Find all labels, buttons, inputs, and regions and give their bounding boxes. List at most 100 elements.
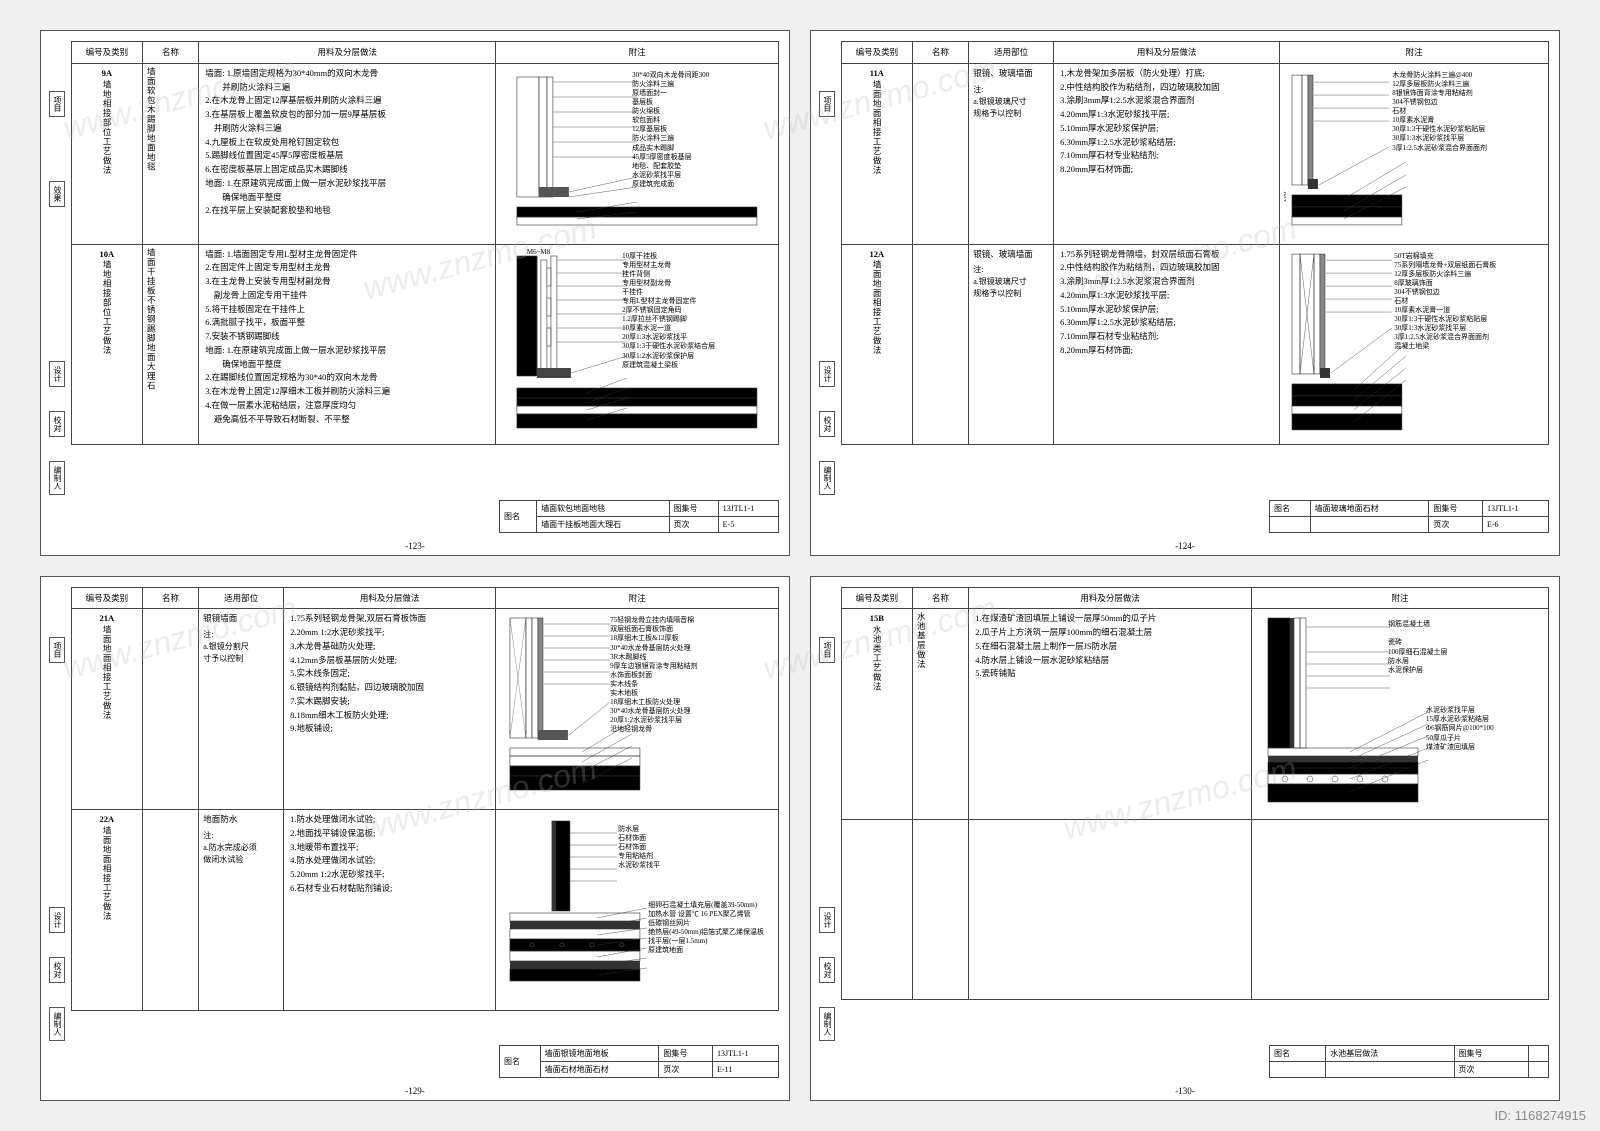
th-name: 名称 <box>912 587 969 609</box>
vtab: 项目 <box>49 91 65 117</box>
method-item: 7.安装不锈钢踢脚线 <box>205 330 491 343</box>
vtab: 编制人 <box>49 1007 65 1041</box>
svg-text:100: 100 <box>1284 191 1288 202</box>
row-part: 银镜墙面 <box>203 612 279 625</box>
vtab: 项目 <box>819 91 835 117</box>
title-page-label: 页次 <box>669 516 718 532</box>
sheet-129: 项目 设计 校对 编制人 编号及类别 名称 适用部位 用料及分层做法 附注 21… <box>40 576 790 1102</box>
title-set: 13JTL1-1 <box>1483 500 1549 516</box>
leader-text: 防水层石材饰面 石材饰面专用粘结剂 水泥砂浆找平 <box>618 825 660 870</box>
method-list: 1.在煤渣矿渣回填层上铺设一层厚50mm的瓜子片 2.瓜子片上方浇筑一层厚100… <box>973 612 1247 680</box>
method-item: 1.防水处理做闭水试验; <box>290 813 491 826</box>
th-code: 编号及类别 <box>72 42 143 64</box>
row-code: 12A <box>870 249 885 259</box>
vtab: 编制人 <box>819 1007 835 1041</box>
method-item: 4.九厘板上在软皮处用枪钉固定软包 <box>205 136 491 149</box>
row-part-note: 注: a.银镜玻璃尺寸 规格予以控制 <box>973 84 1049 120</box>
row-code: 22A <box>100 814 115 824</box>
title-page-label: 页次 <box>1454 1062 1528 1078</box>
method-item: 5.10mm厚水泥砂浆保护层; <box>1060 303 1275 316</box>
th-note: 附注 <box>496 587 779 609</box>
title-set-label: 图集号 <box>1429 500 1483 516</box>
th-name: 名称 <box>142 42 199 64</box>
method-item: 2.在找平层上安装配套胶垫和地毯 <box>205 204 491 217</box>
method-item: 3.地暖带布置找平; <box>290 841 491 854</box>
method-item: 4.12mm多层板基层防火处理; <box>290 654 491 667</box>
section-diagram: 钢筋混凝土墙 瓷砖 100厚细石混凝土层 防水层 水泥保护层 水泥砂浆找平层 1… <box>1256 612 1544 816</box>
title-strip: 图名 墙面软包地面地毯 图集号 13JTL1-1 墙面干挂板地面大理石 页次 E… <box>499 500 779 533</box>
sheet-130: 项目 设计 校对 编制人 编号及类别 名称 用料及分层做法 附注 15B 水池类… <box>810 576 1560 1102</box>
method-item: 5.在细石混凝土层上制作一层JS防水层 <box>975 640 1247 653</box>
method-item: 确保地面平整度 <box>205 191 491 204</box>
th-note: 附注 <box>1252 587 1549 609</box>
th-code: 编号及类别 <box>842 42 913 64</box>
table-row: 15B 水池类工艺做法 水池基层做法 1.在煤渣矿渣回填层上铺设一层厚50mm的… <box>842 609 1549 820</box>
vtab: 设计 <box>819 907 835 933</box>
method-item: 5.踢脚线位置固定45厚5厚密度板基层 <box>205 149 491 162</box>
title-set-label: 图集号 <box>669 500 718 516</box>
row-part: 银镜、玻璃墙面 <box>973 248 1049 261</box>
section-diagram: 50T岩棉填充75系列隔墙龙骨+双层纸面石膏板 12厚多层板防火涂料三遍8厚玻璃… <box>1284 248 1544 442</box>
method-item: 6.30mm厚1:2.5水泥砂浆粘结层; <box>1060 136 1275 149</box>
row-code: 10A <box>100 249 115 259</box>
method-item: 3.在木龙骨上固定12厚细木工板并刷防火涂料三遍 <box>205 385 491 398</box>
title-name-label: 图名 <box>500 1046 541 1078</box>
title-name2: 墙面石材地面石材 <box>540 1062 659 1078</box>
title-page-label: 页次 <box>659 1062 713 1078</box>
method-item: 7.实木踢脚安装; <box>290 695 491 708</box>
method-item: 5.10mm厚水泥砂浆保护层; <box>1060 122 1275 135</box>
th-note: 附注 <box>496 42 779 64</box>
th-code: 编号及类别 <box>72 587 143 609</box>
leader-text: 75轻钢龙骨立挂内填隔音棉双层纸面石膏板饰面 18厚细木工板&12厚板30*40… <box>610 616 698 734</box>
sheet-grid: 项目 效果 设计 校对 编制人 编号及类别 名称 用料及分层做法 附注 9A 墙… <box>0 0 1600 1131</box>
table-row <box>842 820 1549 1000</box>
title-strip: 图名 墙面银镜地面地板 图集号 13JTL1-1 墙面石材地面石材 页次 E-1… <box>499 1045 779 1078</box>
method-item: 6.满批腻子找平，板面平整 <box>205 316 491 329</box>
dim-text: M6~M8 <box>527 248 551 256</box>
title-set: 13JTL1-1 <box>713 1046 779 1062</box>
row-part: 银镜、玻璃墙面 <box>973 67 1049 80</box>
title-page-label: 页次 <box>1429 516 1483 532</box>
method-list: 墙面: 1.墙面固定专用L型材主龙骨固定件 2.在固定件上固定专用型材主龙骨 3… <box>203 248 491 426</box>
method-item: 4.20mm厚1:3水泥砂浆找平层; <box>1060 108 1275 121</box>
th-code: 编号及类别 <box>842 587 913 609</box>
vtab: 效果 <box>49 181 65 207</box>
method-item: 6.在密度板基层上固定成品实木踢脚线 <box>205 163 491 176</box>
row-code-sub: 墙地相接部位工艺做法 <box>103 260 112 355</box>
method-item: 8.18mm细木工板防火处理; <box>290 709 491 722</box>
row-part-note: 注: a.防水完成必须 做闭水试验 <box>203 830 279 866</box>
method-item: 8.20mm厚石材饰面; <box>1060 163 1275 176</box>
spec-table: 编号及类别 名称 用料及分层做法 附注 15B 水池类工艺做法 水池基层做法 1… <box>841 587 1549 1001</box>
method-list: 墙面: 1.原墙固定规格为30*40mm的双向木龙骨 并刷防火涂料三遍 2.在木… <box>203 67 491 217</box>
method-item: 副龙骨上固定专用干挂件 <box>205 289 491 302</box>
method-item: 4.在做一层素水泥粘结层，注意厚度均匀 <box>205 399 491 412</box>
method-item: 3.在主龙骨上安装专用型材副龙骨 <box>205 275 491 288</box>
method-item: 2.中性结构胶作为粘结剂，四边玻璃胶加固 <box>1060 261 1275 274</box>
row-code: 21A <box>100 613 115 623</box>
sheet-124: 项目 设计 校对 编制人 编号及类别 名称 适用部位 用料及分层做法 附注 11… <box>810 30 1560 556</box>
title-set <box>1528 1046 1548 1062</box>
method-item: 2.中性结构胶作为粘结剂，四边玻璃胶加固 <box>1060 81 1275 94</box>
vtab: 校对 <box>819 957 835 983</box>
method-item: 2.在踢脚线位置固定规格为30*40的双向木龙骨 <box>205 371 491 384</box>
row-part-note: 注: a.银镜分割尺 寸予以控制 <box>203 629 279 665</box>
method-item: 2.在固定件上固定专用型材主龙骨 <box>205 261 491 274</box>
table-row: 11A 墙面地面相接工艺做法 银镜、玻璃墙面 注: a.银镜玻璃尺寸 规格予以控… <box>842 63 1549 244</box>
spec-table: 编号及类别 名称 用料及分层做法 附注 9A 墙地相接部位工艺做法 墙面软包木踢… <box>71 41 779 445</box>
method-item: 2.地面找平铺设保温板; <box>290 827 491 840</box>
row-code: 11A <box>870 68 884 78</box>
section-diagram: 100 木龙骨防火涂料三遍@40012厚多层板防火涂料三遍 8银镜饰面背涂专用粘… <box>1284 67 1544 241</box>
method-item: 墙面: 1.原墙固定规格为30*40mm的双向木龙骨 <box>205 67 491 80</box>
vtab: 设计 <box>819 361 835 387</box>
table-row: 22A 墙面地面相接工艺做法 地面防水 注: a.防水完成必须 做闭水试验 1.… <box>72 810 779 1011</box>
method-list: 1.75系列轻钢龙骨隔墙，封双层纸面石膏板 2.中性结构胶作为粘结剂，四边玻璃胶… <box>1058 248 1275 357</box>
row-code-sub: 墙地相接部位工艺做法 <box>103 80 112 175</box>
title-name: 墙面银镜地面地板 <box>540 1046 659 1062</box>
method-item: 1.木龙骨架加多层板（防火处理）打底; <box>1060 67 1275 80</box>
method-item: 6.30mm厚1:2.5水泥砂浆粘结层; <box>1060 316 1275 329</box>
method-item: 1.在煤渣矿渣回填层上铺设一层厚50mm的瓜子片 <box>975 612 1247 625</box>
section-diagram: 30*40双向木龙骨间距300防火涂料三遍 原墙面封一基层板 防火绵板软包面料 … <box>500 67 774 241</box>
image-id-label: ID: 1168274915 <box>1494 1108 1586 1123</box>
method-item: 2.20mm 1:2水泥砂浆找平; <box>290 626 491 639</box>
page-number: -124- <box>1175 541 1195 551</box>
